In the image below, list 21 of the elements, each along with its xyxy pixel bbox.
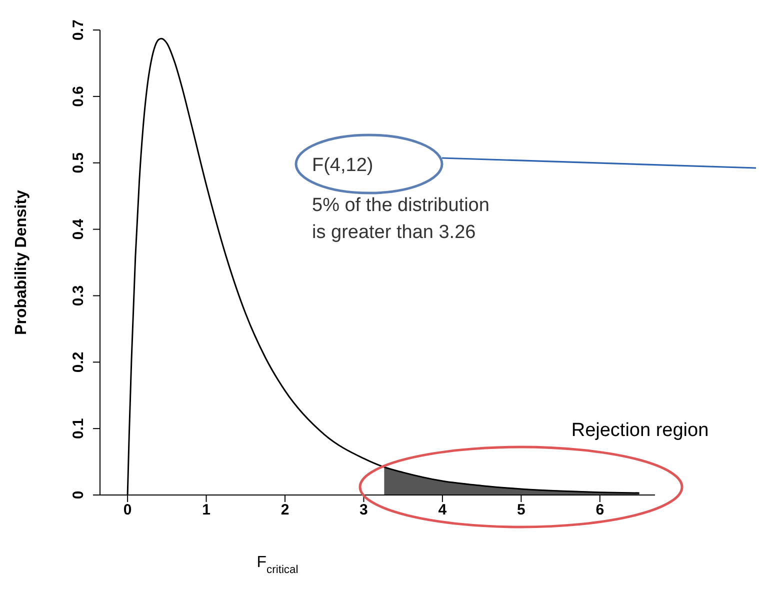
y-tick-label: 0.1 [70, 418, 87, 439]
x-tick-label: 6 [596, 502, 604, 519]
x-tick-label: 5 [517, 502, 526, 519]
x-tick-label: 3 [360, 502, 368, 519]
x-tick-label: 0 [123, 502, 132, 519]
x-axis-title: F$_{critical}$ [256, 554, 298, 576]
y-tick-label: 0.7 [70, 20, 87, 40]
y-tick-label: 0.4 [70, 218, 87, 240]
y-tick-label: 0.2 [70, 352, 87, 373]
y-tick-label: 0.6 [70, 86, 87, 107]
y-tick-label: 0.3 [70, 285, 87, 306]
y-axis-title: Probability Density [13, 190, 30, 335]
x-tick-label: 2 [280, 502, 290, 519]
x-tick-label: 4 [438, 502, 448, 519]
annotation: F(4,12) [312, 155, 374, 177]
annotation: Rejection region [571, 420, 709, 442]
y-tick-label: 0.5 [70, 152, 87, 174]
y-tick-label: 0 [70, 490, 87, 500]
annotation: 5% of the distribution [312, 195, 490, 217]
annotation: is greater than 3.26 [312, 222, 476, 244]
x-tick-label: 1 [202, 502, 210, 519]
